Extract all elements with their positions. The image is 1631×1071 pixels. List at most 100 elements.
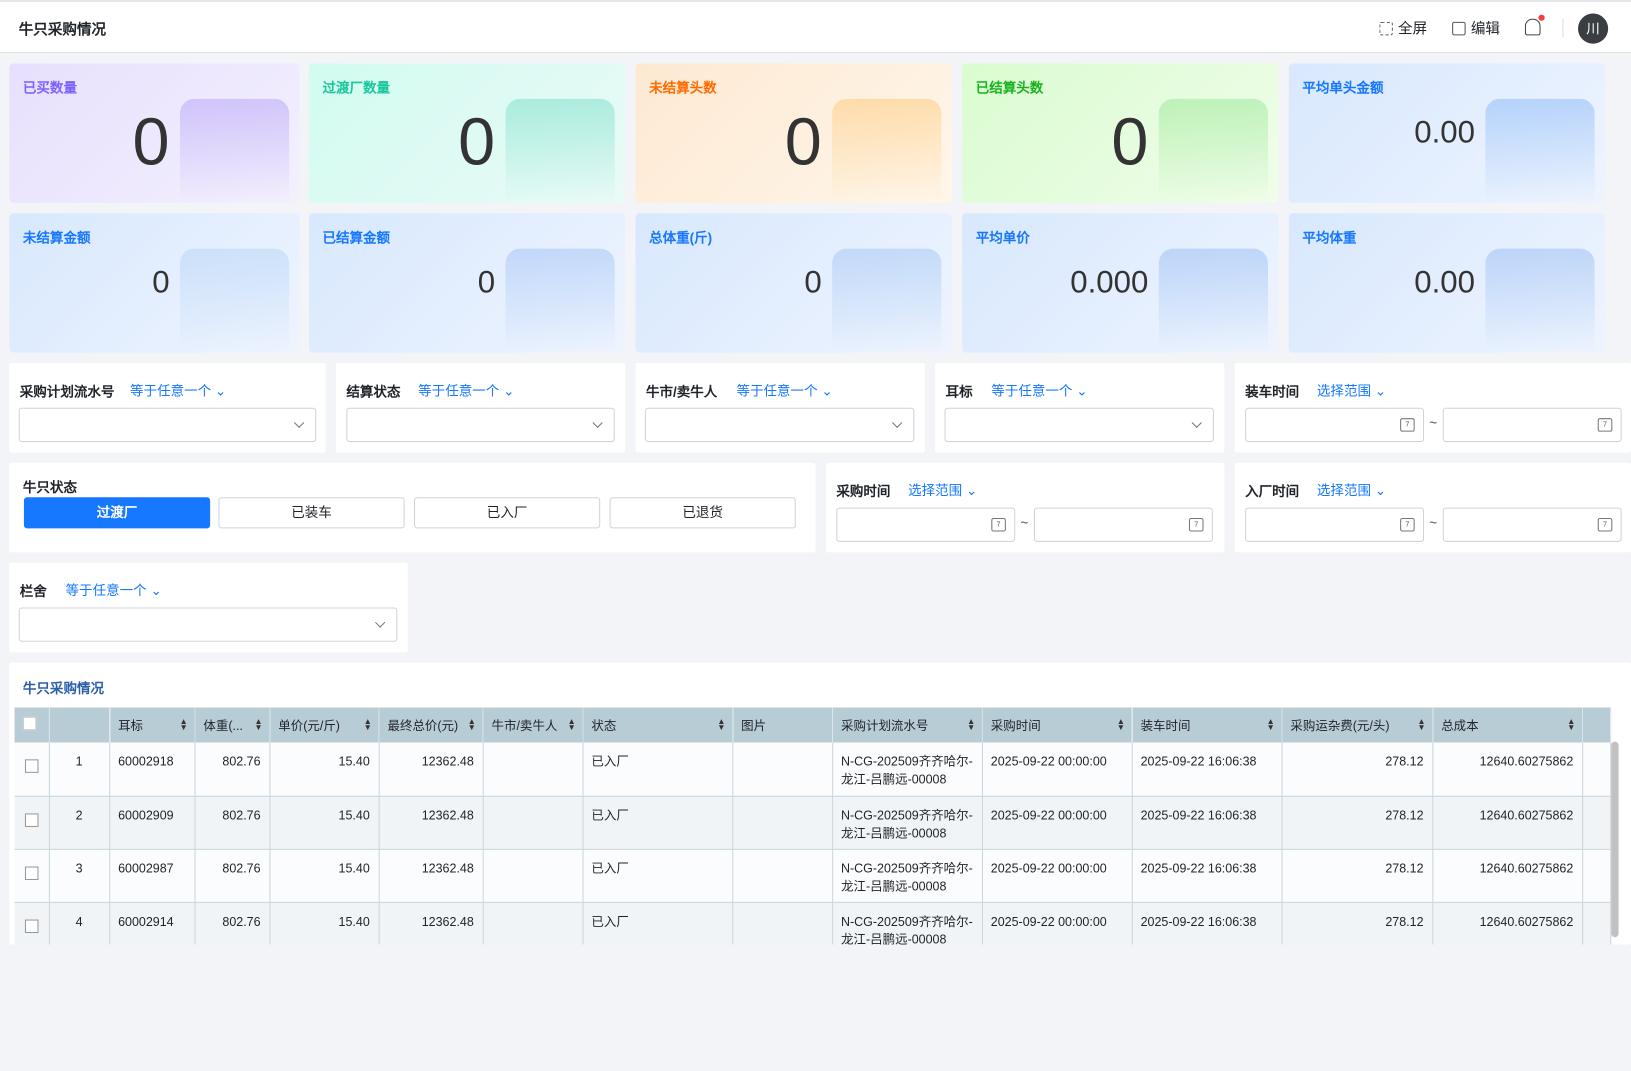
column-header[interactable]: 采购计划流水号 ▲ ▼ xyxy=(832,707,983,743)
chevron-down-icon: ⌄ xyxy=(211,382,227,399)
sort-icon[interactable]: ▲ ▼ xyxy=(966,716,976,733)
table-cell: 802.76 xyxy=(194,848,270,903)
column-label: 总成本 xyxy=(1441,718,1479,733)
table-row[interactable]: 1 60002918 802.76 15.40 12362.48 已入厂 N-CG-2025… xyxy=(14,742,1611,797)
column-header[interactable]: 单价(元/斤) ▲ ▼ xyxy=(269,707,380,743)
filter-operator-dropdown[interactable]: 等于任意一个 ⌄ xyxy=(991,382,1088,399)
table-row[interactable]: 4 60002914 802.76 15.40 12362.48 已入厂 N-CG-2025… xyxy=(14,901,1611,945)
table-cell: 2025-09-22 00:00:00 xyxy=(981,742,1133,797)
status-option-returned[interactable]: 已退货 xyxy=(609,497,796,529)
select-all-checkbox[interactable] xyxy=(22,716,37,731)
enter-time-start-input[interactable]: 7 xyxy=(1245,507,1425,542)
sort-icon[interactable]: ▲ ▼ xyxy=(717,716,726,733)
range-separator: ~ xyxy=(1020,514,1029,531)
column-label: 采购运杂费(元/头) xyxy=(1290,718,1390,733)
stat-value: 0 xyxy=(458,104,496,179)
row-select[interactable] xyxy=(14,848,50,903)
table-cell xyxy=(732,795,833,850)
table-row[interactable]: 2 60002909 802.76 15.40 12362.48 已入厂 N-CG-2025… xyxy=(14,795,1611,850)
load-time-start-input[interactable]: 7 xyxy=(1245,407,1425,443)
stat-value: 0 xyxy=(804,265,822,300)
chevron-down-icon: ⌄ xyxy=(962,482,978,499)
settle-status-select[interactable] xyxy=(346,407,615,443)
column-header[interactable]: 牛市/卖牛人 ▲ ▼ xyxy=(482,707,584,743)
row-select[interactable] xyxy=(14,901,50,945)
sort-icon[interactable]: ▲ ▼ xyxy=(1116,716,1125,733)
buy-time-end-input[interactable]: 7 xyxy=(1033,507,1213,542)
buy-time-start-input[interactable]: 7 xyxy=(836,507,1016,542)
sort-icon[interactable]: ▲ ▼ xyxy=(363,716,372,733)
filter-load-time: 装车时间 选择范围 ⌄ 7 ~ 7 xyxy=(1234,363,1631,453)
row-checkbox[interactable] xyxy=(24,865,39,880)
table-cell: 已入厂 xyxy=(582,795,733,850)
column-header[interactable]: 采购运杂费(元/头) ▲ ▼ xyxy=(1281,707,1433,743)
sort-icon[interactable]: ▲ ▼ xyxy=(467,716,476,733)
filter-enter-time: 入厂时间 选择范围 ⌄ 7 ~ 7 xyxy=(1234,462,1631,553)
table-cell: 278.12 xyxy=(1281,742,1433,797)
plan-no-select[interactable] xyxy=(18,407,317,443)
column-header[interactable]: 最终总价(元) ▲ ▼ xyxy=(378,707,484,743)
seller-select[interactable] xyxy=(644,407,915,443)
filter-operator-dropdown[interactable]: 等于任意一个 ⌄ xyxy=(736,382,833,399)
status-option-entered[interactable]: 已入厂 xyxy=(413,497,601,529)
table-cell: 4 xyxy=(48,901,110,945)
avatar[interactable]: 川 xyxy=(1577,13,1609,44)
row-select[interactable] xyxy=(14,795,50,850)
filter-operator-dropdown[interactable]: 选择范围 ⌄ xyxy=(1316,482,1387,499)
stat-label: 未结算头数 xyxy=(649,80,717,96)
eartag-select[interactable] xyxy=(944,407,1214,443)
table-cell: 15.40 xyxy=(269,901,380,945)
enter-time-end-input[interactable]: 7 xyxy=(1442,507,1622,542)
sort-icon[interactable]: ▲ ▼ xyxy=(1266,716,1275,733)
column-label: 图片 xyxy=(741,718,767,733)
row-checkbox[interactable] xyxy=(24,919,39,933)
table-cell: 12362.48 xyxy=(378,848,484,903)
filter-operator-dropdown[interactable]: 等于任意一个 ⌄ xyxy=(418,382,515,399)
column-header[interactable]: 采购时间 ▲ ▼ xyxy=(981,707,1133,743)
status-option-loaded[interactable]: 已装车 xyxy=(218,497,405,529)
filter-label: 牛市/卖牛人 xyxy=(645,383,718,400)
table-cell: 2025-09-22 00:00:00 xyxy=(981,795,1133,850)
range-separator: ~ xyxy=(1429,514,1438,531)
row-checkbox[interactable] xyxy=(24,812,39,827)
filter-buy-time: 采购时间 选择范围 ⌄ 7 ~ 7 xyxy=(825,462,1225,553)
column-header[interactable] xyxy=(48,707,110,743)
filter-plan-no: 采购计划流水号 等于任意一个 ⌄ xyxy=(9,363,326,453)
filter-operator-dropdown[interactable]: 选择范围 ⌄ xyxy=(908,482,978,499)
filter-operator-dropdown[interactable]: 选择范围 ⌄ xyxy=(1316,382,1387,399)
status-option-transition[interactable]: 过渡厂 xyxy=(23,497,211,529)
table-row[interactable]: 3 60002987 802.76 15.40 12362.48 已入厂 N-CG-2025… xyxy=(14,848,1611,903)
page-title: 牛只采购情况 xyxy=(18,20,107,38)
load-time-end-input[interactable]: 7 xyxy=(1442,407,1622,443)
edit-button[interactable]: 编辑 xyxy=(1452,18,1500,39)
table-cell xyxy=(482,848,584,903)
select-all-header[interactable] xyxy=(14,707,50,743)
chevron-down-icon: ⌄ xyxy=(817,382,833,399)
pen-select[interactable] xyxy=(18,607,398,642)
sort-icon[interactable]: ▲ ▼ xyxy=(179,716,188,733)
row-checkbox[interactable] xyxy=(24,759,39,773)
table-cell xyxy=(732,848,833,903)
calendar-icon: 7 xyxy=(1597,518,1613,532)
table-cell: 15.40 xyxy=(269,795,380,850)
fullscreen-button[interactable]: 全屏 xyxy=(1379,18,1427,39)
sort-icon[interactable]: ▲ ▼ xyxy=(1417,716,1426,733)
filter-operator-dropdown[interactable]: 等于任意一个 ⌄ xyxy=(65,582,162,599)
table-cell: 802.76 xyxy=(194,795,270,850)
column-header[interactable]: 状态 ▲ ▼ xyxy=(582,707,733,743)
column-header[interactable]: 耳标 ▲ ▼ xyxy=(109,707,196,743)
sort-icon[interactable]: ▲ ▼ xyxy=(254,716,263,733)
bell-icon[interactable] xyxy=(1524,14,1545,36)
column-header[interactable]: 总成本 ▲ ▼ xyxy=(1432,707,1583,743)
stat-card: 未结算头数 0 xyxy=(635,63,952,203)
column-header[interactable]: 体重(... ▲ ▼ xyxy=(194,707,270,743)
column-header[interactable] xyxy=(1582,707,1611,743)
sort-icon[interactable]: ▲ ▼ xyxy=(567,716,576,733)
sort-icon[interactable]: ▲ ▼ xyxy=(1567,716,1576,733)
vertical-scrollbar[interactable] xyxy=(1611,741,1619,938)
column-header[interactable]: 图片 xyxy=(732,707,833,743)
stat-label: 过渡厂数量 xyxy=(322,80,391,96)
filter-operator-dropdown[interactable]: 等于任意一个 ⌄ xyxy=(130,382,227,399)
column-header[interactable]: 装车时间 ▲ ▼ xyxy=(1131,707,1283,743)
row-select[interactable] xyxy=(14,742,50,797)
